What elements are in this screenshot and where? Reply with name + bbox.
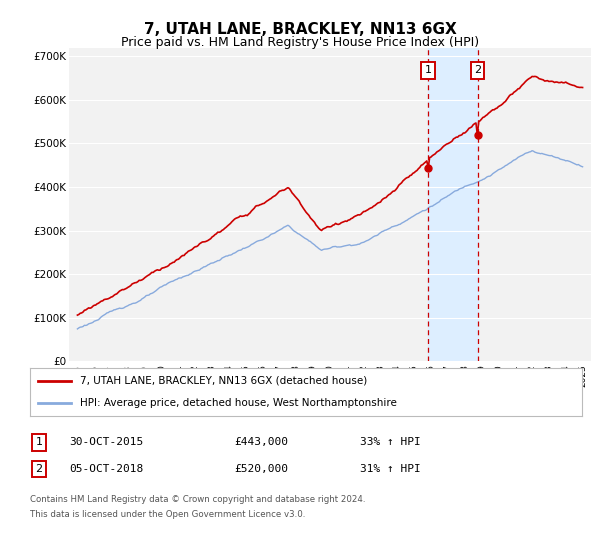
Bar [428, 48, 478, 361]
Text: £520,000: £520,000 [234, 464, 288, 474]
Text: 2: 2 [474, 66, 481, 75]
Text: HPI: Average price, detached house, West Northamptonshire: HPI: Average price, detached house, West… [80, 398, 397, 408]
Text: 7, UTAH LANE, BRACKLEY, NN13 6GX: 7, UTAH LANE, BRACKLEY, NN13 6GX [143, 22, 457, 38]
Text: £443,000: £443,000 [234, 437, 288, 447]
Text: 31% ↑ HPI: 31% ↑ HPI [360, 464, 421, 474]
Text: 05-OCT-2018: 05-OCT-2018 [69, 464, 143, 474]
Text: 1: 1 [35, 437, 43, 447]
Text: 33% ↑ HPI: 33% ↑ HPI [360, 437, 421, 447]
Text: This data is licensed under the Open Government Licence v3.0.: This data is licensed under the Open Gov… [30, 510, 305, 519]
Text: 7, UTAH LANE, BRACKLEY, NN13 6GX (detached house): 7, UTAH LANE, BRACKLEY, NN13 6GX (detach… [80, 376, 367, 386]
Text: Contains HM Land Registry data © Crown copyright and database right 2024.: Contains HM Land Registry data © Crown c… [30, 495, 365, 504]
Text: 2: 2 [35, 464, 43, 474]
Text: Price paid vs. HM Land Registry's House Price Index (HPI): Price paid vs. HM Land Registry's House … [121, 36, 479, 49]
Text: 30-OCT-2015: 30-OCT-2015 [69, 437, 143, 447]
Text: 1: 1 [425, 66, 431, 75]
